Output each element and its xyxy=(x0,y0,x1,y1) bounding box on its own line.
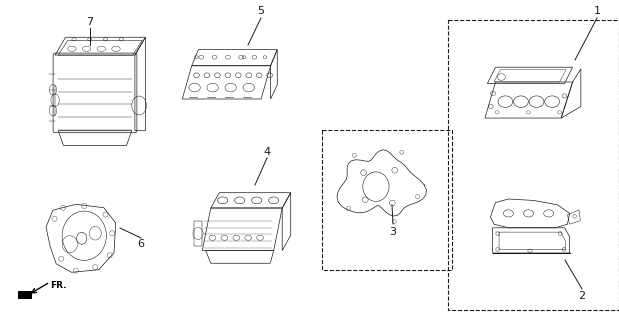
FancyBboxPatch shape xyxy=(18,291,32,299)
Text: 4: 4 xyxy=(264,147,271,157)
Text: 6: 6 xyxy=(137,239,144,249)
Text: 2: 2 xyxy=(578,291,586,301)
Text: 3: 3 xyxy=(389,227,397,237)
Text: 7: 7 xyxy=(87,17,93,27)
Text: 1: 1 xyxy=(594,6,600,16)
Text: FR.: FR. xyxy=(50,282,66,291)
Text: 5: 5 xyxy=(258,6,264,16)
